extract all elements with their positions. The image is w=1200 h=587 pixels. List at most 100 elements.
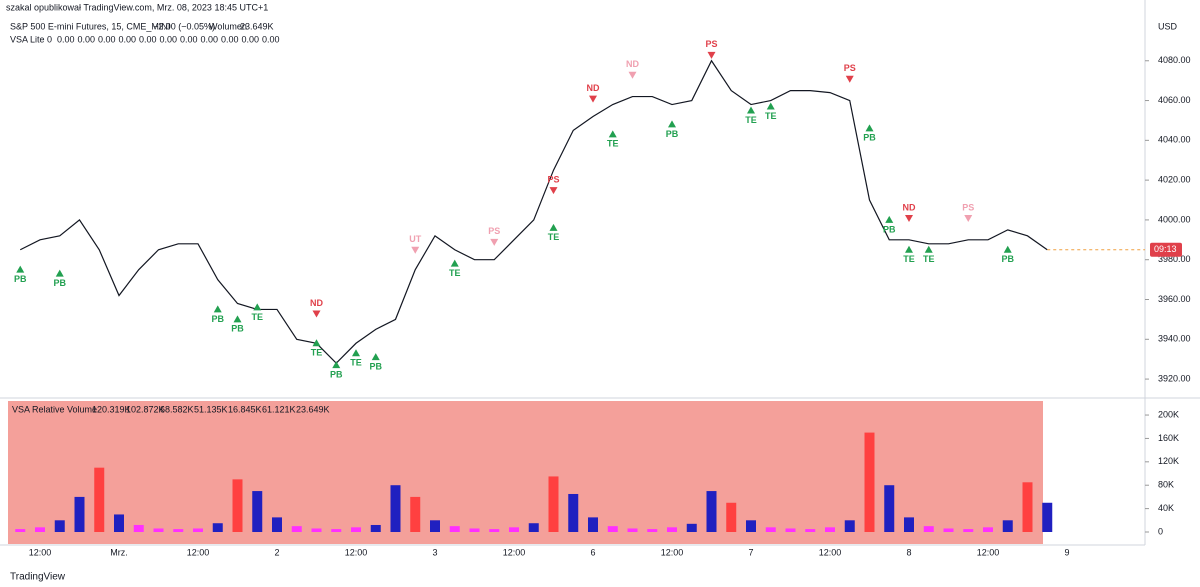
- y-tick-label: 3940.00: [1158, 334, 1191, 344]
- signal-label: TE: [745, 115, 757, 125]
- signal-marker: [747, 106, 755, 114]
- indicator-name: VSA Lite: [10, 34, 45, 44]
- volume-bar: [963, 529, 974, 532]
- signal-marker: [668, 120, 676, 128]
- volume-bar: [173, 529, 184, 532]
- symbol: S&P 500 E-mini Futures, 15, CME_MINI: [10, 21, 170, 31]
- signal-marker: [549, 223, 558, 231]
- indicator-value: 0.00: [221, 34, 239, 44]
- volume-bar: [351, 527, 361, 532]
- volume-bar: [54, 520, 65, 532]
- signal-label: TE: [449, 268, 461, 278]
- volume-bar: [449, 526, 460, 532]
- volume-bar: [568, 493, 579, 532]
- signal-marker: [312, 310, 321, 318]
- signal-marker: [450, 259, 459, 267]
- indicator-value: 0.00: [139, 34, 157, 44]
- brand: TradingView: [10, 572, 66, 583]
- y-tick-label: 40K: [1158, 503, 1174, 513]
- signal-label: ND: [626, 59, 639, 69]
- volume-bar: [825, 527, 835, 532]
- volume-bar: [212, 523, 223, 532]
- legend-value: 51.135K: [194, 404, 228, 414]
- signal-marker: [885, 215, 894, 223]
- volume-bar: [983, 527, 993, 532]
- signal-marker: [905, 214, 913, 222]
- indicator-value: 0.00: [98, 34, 116, 44]
- x-tick-label: 7: [748, 547, 753, 557]
- y-tick-label: 4060.00: [1158, 95, 1191, 105]
- legend-value: 61.121K: [262, 404, 296, 414]
- price-tag-box: [1150, 242, 1182, 257]
- volume-bar: [686, 523, 697, 532]
- volume-bar: [430, 520, 440, 532]
- signal-marker: [766, 102, 775, 110]
- signal-label: PB: [53, 278, 66, 288]
- volume-bar: [74, 496, 85, 532]
- signal-label: TE: [251, 312, 263, 322]
- price-line: [19, 59, 1048, 365]
- volume-bar: [1042, 502, 1053, 532]
- x-tick-label: 12:00: [345, 547, 368, 557]
- volume-bar: [469, 528, 480, 532]
- volume-bar: [706, 491, 717, 532]
- legend-value: 102.872K: [126, 404, 165, 414]
- volume-bar: [15, 529, 26, 532]
- signal-label: ND: [310, 298, 323, 308]
- volume-bar: [489, 529, 500, 532]
- signal-marker: [865, 124, 874, 132]
- x-tick-label: 8: [906, 547, 911, 557]
- y-tick-label: 4040.00: [1158, 135, 1191, 145]
- volume-title: VSA Relative Volume: [12, 404, 97, 414]
- volume-bar: [94, 467, 105, 532]
- publisher: szakal opublikował TradingView.com, Mrz.…: [6, 2, 268, 12]
- volume-bar: [35, 527, 45, 532]
- signal-label: PB: [883, 224, 896, 234]
- indicator-value: 0.00: [262, 34, 280, 44]
- signal-marker: [707, 51, 716, 59]
- volume-bar: [528, 523, 539, 532]
- volume-value: 23.649K: [240, 21, 274, 31]
- signal-label: TE: [311, 348, 323, 358]
- signal-label: PB: [231, 324, 244, 334]
- volume-bar: [785, 528, 796, 532]
- volume-bar: [647, 529, 658, 532]
- signal-label: PS: [705, 39, 717, 49]
- y-tick-label: 3920.00: [1158, 373, 1191, 383]
- signal-label: PS: [844, 63, 856, 73]
- volume-bar: [331, 529, 342, 532]
- volume-bar: [232, 479, 243, 532]
- signal-marker: [16, 265, 25, 273]
- volume-bar: [923, 526, 934, 532]
- y-tick-label: 4080.00: [1158, 55, 1191, 65]
- volume-bar: [291, 526, 302, 532]
- signal-label: PS: [962, 202, 974, 212]
- volume-bar: [311, 528, 322, 532]
- indicator-value: 0.00: [180, 34, 198, 44]
- volume-bar: [1002, 520, 1013, 532]
- volume-bar: [765, 527, 776, 532]
- volume-bar: [509, 527, 519, 532]
- signal-marker: [55, 269, 64, 277]
- x-tick-label: 6: [590, 547, 595, 557]
- signal-label: UT: [409, 234, 421, 244]
- volume-bar: [864, 432, 875, 532]
- signal-label: PB: [369, 362, 382, 372]
- x-tick-label: 12:00: [661, 547, 684, 557]
- y-tick-label: 120K: [1158, 456, 1179, 466]
- signal-label: PB: [330, 370, 343, 380]
- signal-marker: [905, 245, 913, 253]
- signal-marker: [213, 305, 222, 313]
- volume-bar: [943, 528, 954, 532]
- volume-bar: [607, 526, 618, 532]
- x-tick-label: 12:00: [29, 547, 52, 557]
- y-tick-label: 3980.00: [1158, 254, 1191, 264]
- volume-bar: [153, 528, 164, 532]
- signal-marker: [589, 95, 597, 103]
- signal-label: ND: [587, 83, 600, 93]
- signal-label: TE: [607, 139, 619, 149]
- signal-marker: [312, 339, 321, 347]
- change: −2.00 (−0.05%): [153, 21, 215, 31]
- y-tick-label: 3960.00: [1158, 294, 1191, 304]
- signal-label: TE: [548, 232, 560, 242]
